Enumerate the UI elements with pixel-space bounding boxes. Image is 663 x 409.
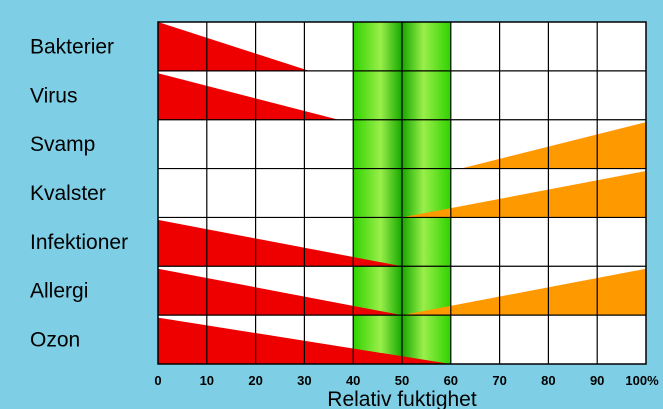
wedge-decreasing-infektioner bbox=[158, 219, 402, 267]
grid-layer bbox=[158, 22, 646, 364]
wedge-decreasing-ozon bbox=[158, 317, 451, 364]
row-label-bakterier: Bakterier bbox=[30, 35, 114, 58]
x-tick-label: 30 bbox=[297, 373, 311, 388]
x-tick-label: 60 bbox=[444, 373, 458, 388]
wedge-increasing-allergi bbox=[402, 268, 646, 316]
x-tick-label: 100% bbox=[625, 373, 659, 388]
wedges-layer bbox=[158, 22, 646, 364]
row-labels: Bakterier Virus Svamp Kvalster Infektioner Al… bbox=[30, 35, 128, 351]
x-tick-label: 80 bbox=[541, 373, 555, 388]
x-tick-label: 50 bbox=[395, 373, 409, 388]
x-tick-label: 10 bbox=[200, 373, 214, 388]
x-tick-label: 40 bbox=[346, 373, 360, 388]
x-tick-label: 90 bbox=[590, 373, 604, 388]
row-label-svamp: Svamp bbox=[30, 133, 95, 156]
x-tick-label: 0 bbox=[154, 373, 161, 388]
wedge-decreasing-bakterier bbox=[158, 22, 310, 71]
x-tick-label: 70 bbox=[492, 373, 506, 388]
row-label-virus: Virus bbox=[30, 84, 77, 107]
row-label-kvalster: Kvalster bbox=[30, 182, 106, 205]
x-tick-labels: 0 10 20 30 40 50 60 70 80 90 100% bbox=[154, 373, 659, 388]
row-label-ozon: Ozon bbox=[30, 329, 80, 352]
plot-border bbox=[157, 21, 647, 365]
x-tick-label: 20 bbox=[248, 373, 262, 388]
wedge-increasing-kvalster bbox=[402, 171, 646, 218]
wedge-decreasing-allergi bbox=[158, 268, 402, 316]
x-axis-title: Relativ fuktighet bbox=[327, 388, 477, 409]
row-label-allergi: Allergi bbox=[30, 280, 88, 303]
wedge-decreasing-virus bbox=[158, 73, 339, 120]
row-label-infektioner: Infektioner bbox=[30, 231, 128, 254]
wedge-increasing-svamp bbox=[460, 122, 646, 169]
